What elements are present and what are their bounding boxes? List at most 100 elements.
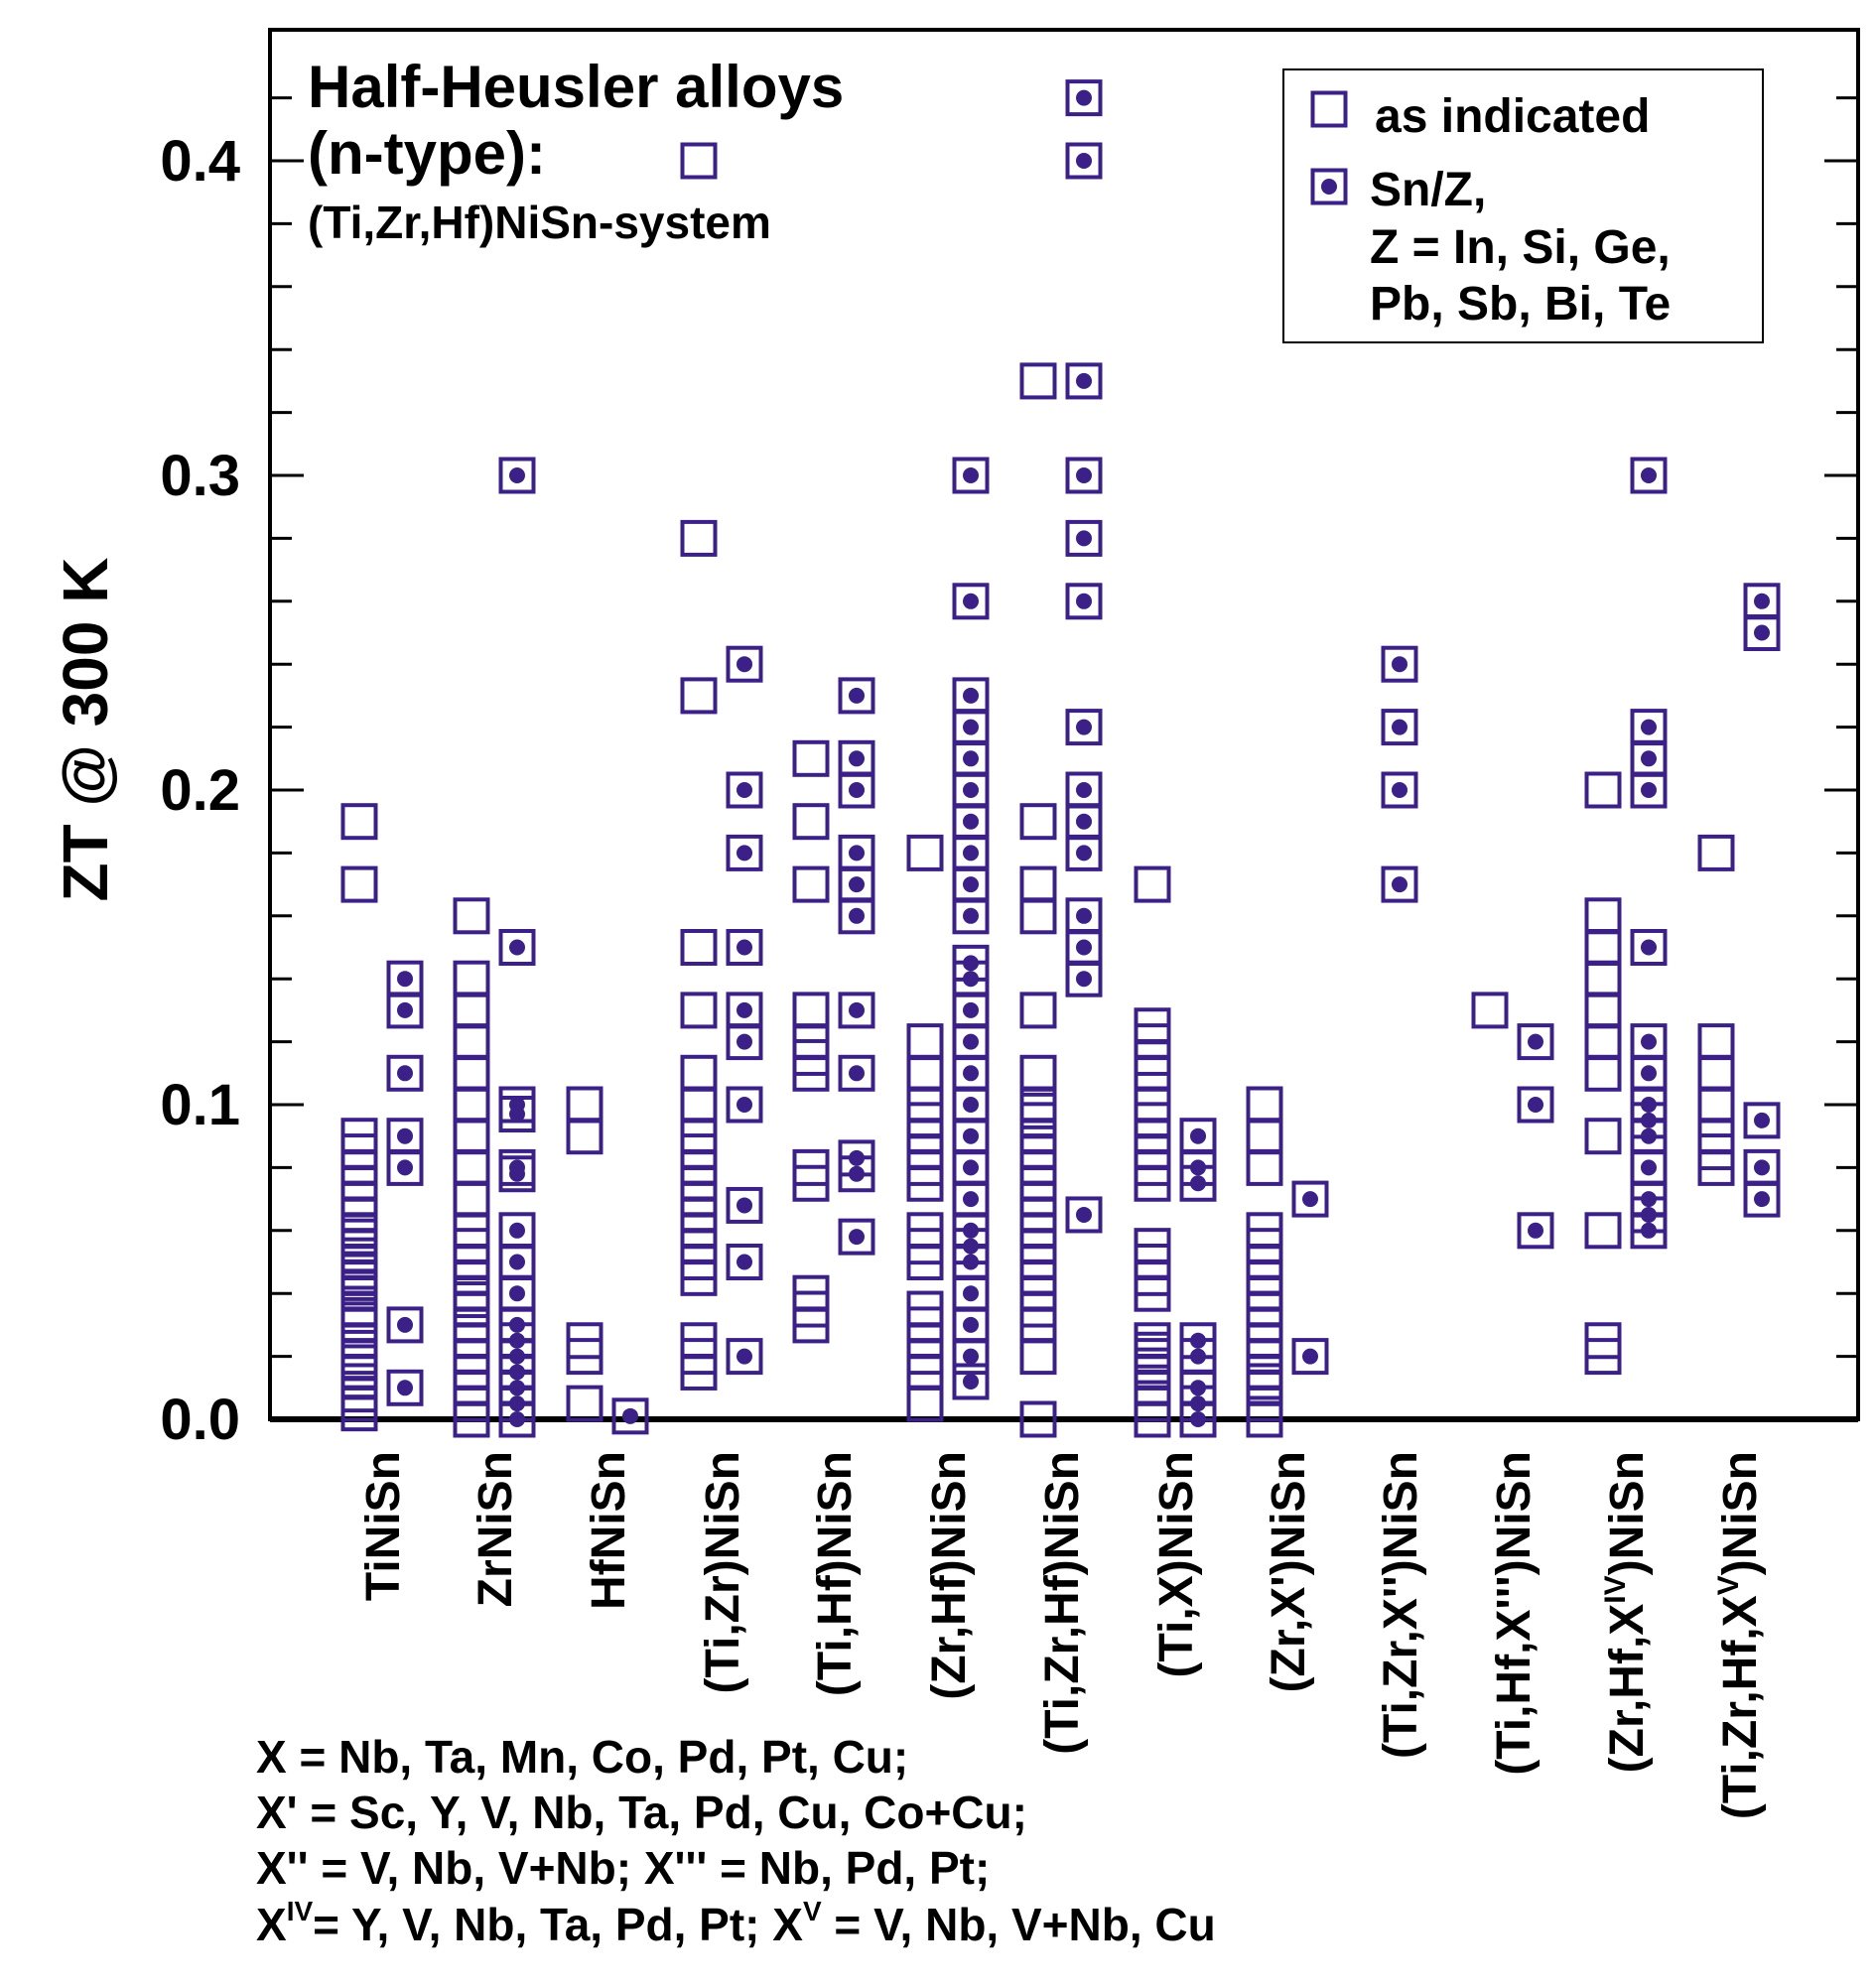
data-point-tinisn-sn-z	[386, 1118, 424, 1155]
data-point-zr-hf-nisn-sn-z	[952, 1086, 990, 1124]
data-point-ti-zr-nisn-sn-z	[726, 992, 763, 1029]
x-tick-label-zr-hf-nisn: (Zr,Hf)NiSn	[923, 1451, 976, 1700]
data-point-tinisn-as-indicated	[340, 865, 378, 903]
data-point-zr-hf-nisn-sn-z	[952, 739, 990, 777]
data-point-ti-zr-nisn-as-indicated	[680, 677, 718, 715]
data-point-zr-hf-x4-nisn-as-indicated	[1584, 1212, 1622, 1250]
data-point-ti-zr-nisn-as-indicated	[680, 1086, 718, 1124]
data-point-zrnisn-as-indicated	[453, 897, 490, 935]
data-point-ti-hf-x3-nisn-as-indicated	[1471, 992, 1509, 1029]
data-point-ti-hf-nisn-as-indicated	[792, 992, 830, 1029]
data-point-hfnisn-as-indicated	[566, 1385, 603, 1422]
footnote-line-2: X' = Sc, Y, V, Nb, Ta, Pd, Cu, Co+Cu;	[256, 1787, 1027, 1838]
data-point-tinisn-as-indicated	[340, 1385, 378, 1422]
data-point-ti-zr-hf-nisn-sn-z	[1065, 834, 1103, 871]
y-tick-label: 0.2	[160, 758, 240, 823]
data-point-tinisn-sn-z	[386, 1054, 424, 1092]
data-point-ti-zr-x2-nisn-sn-z	[1381, 709, 1418, 746]
data-point-ti-zr-nisn-as-indicated	[680, 1054, 718, 1092]
data-point-ti-zr-nisn-as-indicated	[680, 1353, 718, 1391]
data-point-ti-hf-nisn-sn-z	[838, 1155, 875, 1193]
data-point-ti-hf-nisn-sn-z	[838, 1218, 875, 1256]
data-point-ti-x-nisn-sn-z	[1179, 1164, 1217, 1202]
data-point-zr-hf-nisn-sn-z	[952, 897, 990, 935]
data-point-zrnisn-as-indicated	[453, 1054, 490, 1092]
legend-label-as-indicated: as indicated	[1375, 90, 1650, 143]
data-point-zr-hf-nisn-as-indicated	[906, 1023, 944, 1061]
x-tick-label-zr-hf-x4-nisn: (Zr,Hf,XIV)NiSn	[1599, 1451, 1654, 1773]
data-point-zr-hf-x4-nisn-sn-z	[1630, 929, 1668, 966]
data-point-hfnisn-as-indicated	[566, 1338, 603, 1376]
data-point-ti-zr-hf-x5-nisn-sn-z	[1743, 583, 1781, 620]
data-point-ti-zr-hf-x5-nisn-as-indicated	[1697, 1148, 1735, 1186]
data-point-zr-hf-nisn-sn-z	[952, 1363, 990, 1400]
data-point-tinisn-sn-z	[386, 1148, 424, 1186]
data-point-ti-hf-nisn-as-indicated	[792, 739, 830, 777]
data-point-tinisn-sn-z	[386, 992, 424, 1029]
data-point-zr-hf-nisn-sn-z	[952, 677, 990, 715]
data-point-ti-x-nisn-as-indicated	[1134, 1164, 1171, 1202]
data-point-ti-zr-hf-x5-nisn-as-indicated	[1697, 1054, 1735, 1092]
chart-title-line-2: (n-type):	[308, 120, 546, 187]
data-point-zr-hf-x4-nisn-as-indicated	[1584, 1054, 1622, 1092]
data-point-zr-hf-nisn-sn-z	[952, 771, 990, 809]
data-point-ti-hf-nisn-as-indicated	[792, 803, 830, 841]
data-point-zr-hf-nisn-sn-z	[952, 803, 990, 841]
data-point-ti-zr-hf-nisn-sn-z	[1065, 709, 1103, 746]
legend-marker-sn-z	[1310, 168, 1348, 205]
data-point-zr-hf-x4-nisn-sn-z	[1630, 1054, 1668, 1092]
data-point-ti-hf-nisn-as-indicated	[792, 1054, 830, 1092]
data-point-ti-zr-hf-nisn-as-indicated	[1019, 897, 1057, 935]
data-point-zrnisn-as-indicated	[453, 1118, 490, 1155]
data-point-zr-hf-x4-nisn-as-indicated	[1584, 897, 1622, 935]
data-point-ti-zr-hf-nisn-sn-z	[1065, 362, 1103, 400]
legend-label-z-list-1: Z = In, Si, Ge,	[1370, 221, 1671, 274]
data-point-ti-hf-nisn-sn-z	[838, 739, 875, 777]
data-point-ti-hf-x3-nisn-sn-z	[1517, 1023, 1554, 1061]
data-point-ti-zr-nisn-as-indicated	[680, 142, 718, 180]
data-point-zr-x1-nisn-as-indicated	[1246, 1148, 1283, 1186]
data-point-ti-zr-nisn-sn-z	[726, 1338, 763, 1376]
data-point-ti-zr-nisn-as-indicated	[680, 1259, 718, 1296]
data-point-ti-zr-hf-nisn-as-indicated	[1019, 992, 1057, 1029]
data-point-ti-hf-x3-nisn-sn-z	[1517, 1086, 1554, 1124]
data-point-ti-hf-nisn-sn-z	[838, 677, 875, 715]
data-point-ti-x-nisn-as-indicated	[1134, 1274, 1171, 1312]
data-points	[340, 79, 1781, 1438]
chart-title-line-1: Half-Heusler alloys	[308, 54, 844, 120]
data-point-zrnisn-as-indicated	[453, 1180, 490, 1218]
data-point-ti-zr-nisn-sn-z	[726, 1244, 763, 1280]
data-point-zrnisn-sn-z	[498, 1155, 536, 1193]
data-point-ti-zr-hf-nisn-sn-z	[1065, 960, 1103, 997]
x-tick-label-ti-zr-hf-x5-nisn: (Ti,Zr,Hf,XV)NiSn	[1712, 1451, 1767, 1819]
data-point-ti-zr-nisn-sn-z	[726, 929, 763, 966]
data-point-ti-zr-hf-x5-nisn-as-indicated	[1697, 1086, 1735, 1124]
y-tick-label: 0.0	[160, 1388, 240, 1452]
x-tick-label-ti-zr-nisn: (Ti,Zr)NiSn	[697, 1451, 749, 1693]
data-point-ti-x-nisn-sn-z	[1179, 1118, 1217, 1155]
data-point-zr-hf-nisn-sn-z	[952, 992, 990, 1029]
data-point-zr-hf-x4-nisn-sn-z	[1630, 771, 1668, 809]
data-point-zrnisn-as-indicated	[453, 1086, 490, 1124]
data-point-zr-hf-x4-nisn-as-indicated	[1584, 1023, 1622, 1061]
data-point-ti-zr-nisn-sn-z	[726, 1186, 763, 1224]
x-tick-label-tinisn: TiNiSn	[357, 1451, 410, 1601]
data-point-ti-hf-nisn-sn-z	[838, 834, 875, 871]
data-point-ti-zr-hf-nisn-sn-z	[1065, 457, 1103, 494]
data-point-zr-hf-nisn-sn-z	[952, 457, 990, 494]
data-point-ti-zr-hf-nisn-sn-z	[1065, 583, 1103, 620]
y-tick-label: 0.3	[160, 444, 240, 508]
data-point-ti-zr-x2-nisn-sn-z	[1381, 771, 1418, 809]
data-point-ti-zr-hf-nisn-as-indicated	[1019, 803, 1057, 841]
x-tick-label-ti-hf-nisn: (Ti,Hf)NiSn	[809, 1451, 862, 1696]
y-tick-label: 0.1	[160, 1073, 240, 1137]
data-point-ti-zr-x2-nisn-sn-z	[1381, 645, 1418, 683]
data-point-zr-hf-nisn-as-indicated	[906, 1054, 944, 1092]
data-point-zr-hf-x4-nisn-as-indicated	[1584, 771, 1622, 809]
data-point-ti-x-nisn-as-indicated	[1134, 865, 1171, 903]
data-point-tinisn-sn-z	[386, 1369, 424, 1406]
data-point-zrnisn-as-indicated	[453, 992, 490, 1029]
data-point-zrnisn-sn-z	[498, 1096, 536, 1133]
data-point-ti-zr-hf-nisn-sn-z	[1065, 1196, 1103, 1234]
